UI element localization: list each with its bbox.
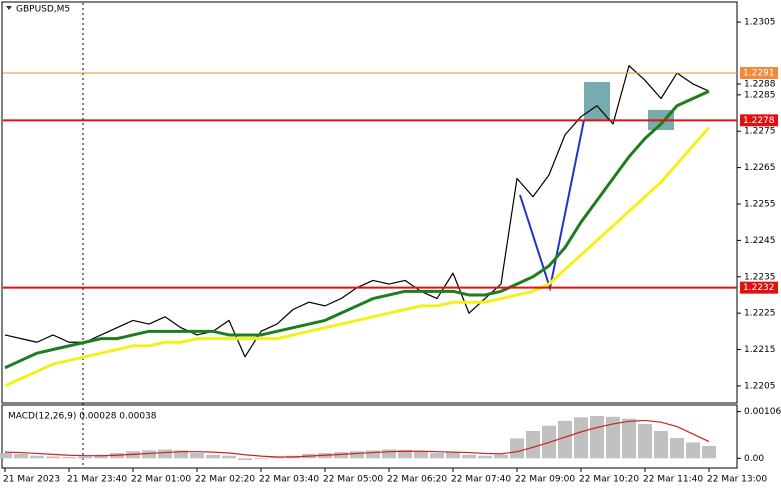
histogram-bar — [446, 452, 460, 459]
histogram-bar — [142, 450, 156, 459]
x-tick-label: 22 Mar 01:00 — [131, 475, 191, 485]
level-label: 1.2291 — [743, 69, 775, 79]
level-label-box — [740, 281, 778, 294]
histogram-bar — [462, 454, 476, 459]
histogram-bar — [494, 454, 508, 459]
histogram-bar — [14, 453, 28, 459]
histogram-bar — [334, 452, 348, 459]
histogram-bar — [558, 420, 572, 459]
y-tick-label: 1.2245 — [744, 236, 776, 246]
y-tick-label: 0.00 — [744, 454, 764, 464]
y-tick-label: 1.2255 — [744, 200, 776, 210]
y-tick-label: 1.2285 — [744, 90, 776, 100]
histogram-bar — [574, 417, 588, 459]
y-tick-label: 1.2215 — [744, 345, 776, 355]
level-label-box — [740, 114, 778, 127]
entry-zone — [584, 82, 610, 120]
x-tick-label: 22 Mar 11:40 — [643, 475, 703, 485]
x-tick-label: 22 Mar 03:40 — [259, 475, 319, 485]
level-label: 1.2232 — [743, 283, 775, 293]
main-panel — [1, 1, 738, 404]
histogram-bar — [526, 430, 540, 459]
x-tick-label: 22 Mar 05:00 — [323, 475, 383, 485]
y-tick-label: 1.2275 — [744, 127, 776, 137]
histogram-bar — [46, 456, 60, 459]
x-tick-label: 21 Mar 23:40 — [67, 475, 127, 485]
histogram-bar — [158, 449, 172, 459]
histogram-bar — [174, 450, 188, 459]
x-tick-label: 22 Mar 13:00 — [707, 475, 767, 485]
histogram-bar — [590, 416, 604, 459]
histogram-bar — [222, 455, 236, 459]
x-tick-label: 22 Mar 09:00 — [515, 475, 575, 485]
x-tick-label: 22 Mar 02:20 — [195, 475, 255, 485]
histogram-bar — [30, 455, 44, 459]
histogram-bar — [478, 455, 492, 459]
y-tick-label: 0.00106 — [744, 407, 781, 417]
histogram-bar — [366, 450, 380, 459]
histogram-bar — [238, 458, 252, 461]
histogram-bar — [622, 418, 636, 459]
x-tick-label: 22 Mar 07:40 — [451, 475, 511, 485]
x-tick-label: 22 Mar 10:20 — [579, 475, 639, 485]
macd-title: MACD(12,26,9) 0.00028 0.00038 — [8, 412, 157, 422]
histogram-bar — [606, 416, 620, 459]
y-tick-label: 1.2205 — [744, 381, 776, 391]
histogram-bar — [382, 449, 396, 459]
symbol-icon — [6, 6, 12, 10]
y-tick-label: 1.2305 — [744, 18, 776, 28]
current-price-label: 1.2288 — [744, 79, 776, 89]
histogram-bar — [654, 430, 668, 459]
chart-title: GBPUSD,M5 — [16, 5, 70, 15]
histogram-bar — [190, 453, 204, 459]
histogram-bar — [670, 438, 684, 459]
histogram-bar — [638, 423, 652, 459]
histogram-bar — [350, 451, 364, 459]
histogram-bar — [702, 445, 716, 459]
series-line — [4, 126, 711, 388]
y-tick-label: 1.2235 — [744, 272, 776, 282]
histogram-bar — [94, 454, 108, 459]
histogram-bar — [686, 442, 700, 459]
histogram-bar — [0, 453, 12, 459]
histogram-bar — [270, 457, 284, 459]
series-line — [4, 89, 710, 370]
y-tick-label: 1.2265 — [744, 163, 776, 173]
histogram-bar — [206, 454, 220, 459]
level-label-box — [740, 67, 778, 80]
histogram-bar — [414, 451, 428, 459]
histogram-bar — [430, 453, 444, 459]
y-tick-label: 1.2225 — [744, 309, 776, 319]
plot — [0, 65, 716, 461]
histogram-bar — [254, 458, 268, 460]
level-label: 1.2278 — [743, 116, 775, 126]
x-tick-label: 22 Mar 06:20 — [387, 475, 447, 485]
x-tick-label: 21 Mar 2023 — [3, 475, 60, 485]
histogram-bar — [62, 456, 76, 459]
histogram-bar — [78, 456, 92, 459]
histogram-bar — [398, 449, 412, 459]
signal-line — [4, 419, 710, 458]
histogram-bar — [510, 438, 524, 459]
